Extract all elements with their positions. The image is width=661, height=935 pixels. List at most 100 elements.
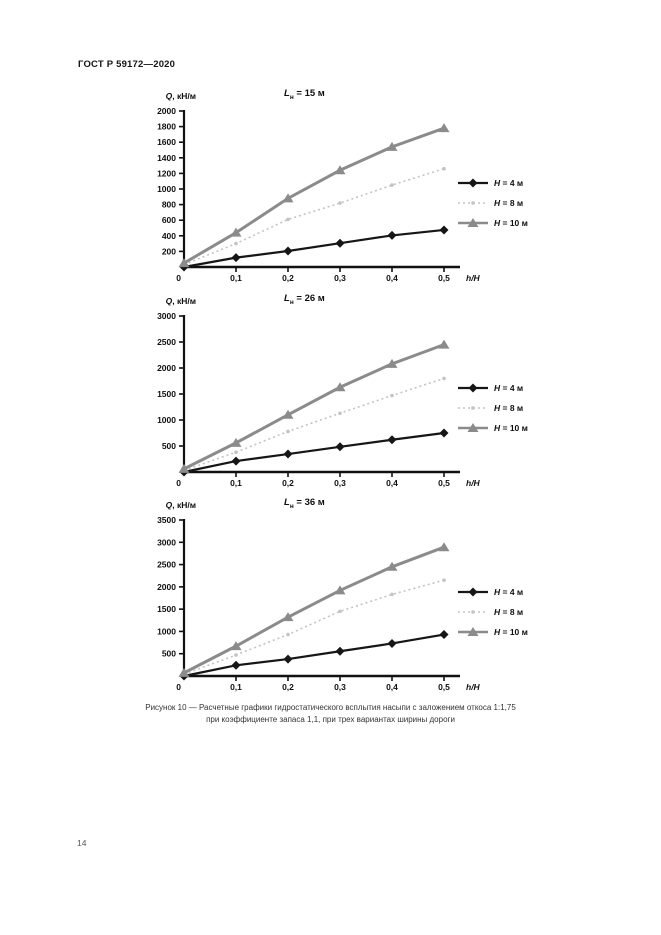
legend-marker	[471, 610, 475, 614]
series-marker	[178, 463, 190, 473]
page-number: 14	[77, 838, 87, 848]
series-line	[183, 579, 445, 675]
title-subscript: н	[289, 298, 294, 306]
series-line	[183, 431, 445, 474]
series-marker	[390, 393, 394, 398]
y-tick-label: 3000	[157, 537, 176, 547]
chart-canvas: 200 400 600 800 1000 1200 1400 1600 1800 2000 0 0,1…	[157, 91, 528, 283]
series-line	[183, 545, 445, 675]
x-axis-label: h/H	[466, 478, 481, 488]
series-marker	[178, 258, 190, 268]
series-marker	[282, 409, 294, 419]
chart-ln-36: Lн = 36 м 500 1000 1500 2000 2500 3000 3500 0 0,…	[68, 495, 628, 710]
series-marker	[386, 561, 398, 571]
series-line	[183, 228, 445, 269]
y-tick-label: 1000	[157, 626, 176, 636]
x-tick-label: 0,5	[438, 478, 450, 488]
series-marker	[439, 225, 449, 235]
series-marker	[334, 382, 346, 392]
legend-label: H = 8 м	[494, 607, 523, 617]
chart-title: Lн = 15 м	[284, 88, 325, 101]
series-marker	[286, 217, 290, 222]
x-tick-label: 0,4	[386, 273, 398, 283]
y-tick-label: 1600	[157, 137, 176, 147]
legend-label: H = 8 м	[494, 403, 523, 413]
y-tick-label: 800	[162, 200, 176, 210]
series-line	[183, 633, 445, 678]
y-tick-label: 1500	[157, 389, 176, 399]
legend-label: H = 4 м	[494, 587, 523, 597]
title-subscript: н	[289, 502, 294, 510]
series-marker	[282, 193, 294, 203]
series-marker	[178, 667, 190, 677]
y-tick-label: 2000	[157, 582, 176, 592]
title-value: = 36 м	[293, 497, 325, 508]
figure-caption-line1: Рисунок 10 — Расчетные графики гидростат…	[145, 703, 516, 712]
series-marker	[234, 241, 238, 246]
series-marker	[442, 578, 446, 582]
legend-marker	[468, 587, 478, 597]
title-subscript: н	[289, 93, 294, 101]
y-tick-label: 600	[162, 215, 176, 225]
series-marker	[231, 253, 241, 263]
x-tick-label: 0,5	[438, 682, 450, 692]
series-marker	[387, 638, 397, 648]
series-marker	[231, 660, 241, 670]
chart-title: Lн = 36 м	[284, 497, 325, 510]
origin-label: 0	[176, 682, 181, 692]
series-marker	[234, 653, 238, 657]
origin-label: 0	[176, 478, 181, 488]
y-tick-label: 2500	[157, 560, 176, 570]
y-tick-label: 3000	[157, 311, 176, 321]
chart-title: Lн = 26 м	[284, 293, 325, 306]
series-marker	[439, 630, 449, 640]
series-marker	[230, 437, 242, 447]
y-axis-label: Q, кН/м	[166, 500, 196, 510]
y-tick-label: 400	[162, 231, 176, 241]
x-tick-label: 0,3	[334, 478, 346, 488]
series-marker	[334, 585, 346, 595]
series-marker	[442, 166, 446, 171]
legend-marker	[467, 627, 479, 636]
legend-label: H = 8 м	[494, 198, 523, 208]
title-variable: L	[284, 88, 290, 99]
x-tick-label: 0,1	[230, 273, 242, 283]
series-marker	[438, 542, 450, 552]
legend-marker	[471, 201, 475, 205]
series-marker	[386, 358, 398, 368]
series-marker	[231, 456, 241, 466]
y-tick-label: 1000	[157, 415, 176, 425]
legend-label: H = 10 м	[494, 423, 528, 433]
y-tick-label: 2000	[157, 106, 176, 116]
chart-canvas: 500 1000 1500 2000 2500 3000 0 0,1 0,2 0,3 0,4 0,5 h…	[157, 296, 528, 488]
x-tick-label: 0,4	[386, 478, 398, 488]
x-tick-label: 0,3	[334, 682, 346, 692]
chart-ln-15: Lн = 15 м 200 400 600 800 1000 1200 1400 1600 18…	[68, 86, 628, 301]
y-tick-label: 2500	[157, 337, 176, 347]
series-marker	[338, 201, 342, 205]
series-marker	[286, 632, 290, 637]
series-marker	[338, 609, 342, 614]
title-variable: L	[284, 497, 290, 508]
x-tick-label: 0,2	[282, 682, 294, 692]
figure-caption: Рисунок 10 — Расчетные графики гидростат…	[0, 702, 661, 725]
legend-label: H = 10 м	[494, 627, 528, 637]
title-value: = 26 м	[293, 293, 325, 304]
series-marker	[334, 165, 346, 175]
series-line	[183, 343, 445, 471]
y-tick-label: 1800	[157, 122, 176, 132]
title-variable: L	[284, 293, 290, 304]
series-marker	[230, 227, 242, 237]
x-axis-label: h/H	[466, 273, 481, 283]
y-axis-label: Q, кН/м	[166, 296, 196, 306]
y-tick-label: 1000	[157, 184, 176, 194]
series-marker	[338, 411, 342, 416]
series-line	[183, 377, 445, 472]
legend-marker	[467, 218, 479, 227]
chart-canvas: 500 1000 1500 2000 2500 3000 3500 0 0,1 0,2 0,3 0,4…	[157, 500, 528, 692]
y-tick-label: 1400	[157, 153, 176, 163]
series-marker	[283, 654, 293, 664]
series-marker	[390, 592, 394, 597]
y-tick-label: 3500	[157, 515, 176, 525]
